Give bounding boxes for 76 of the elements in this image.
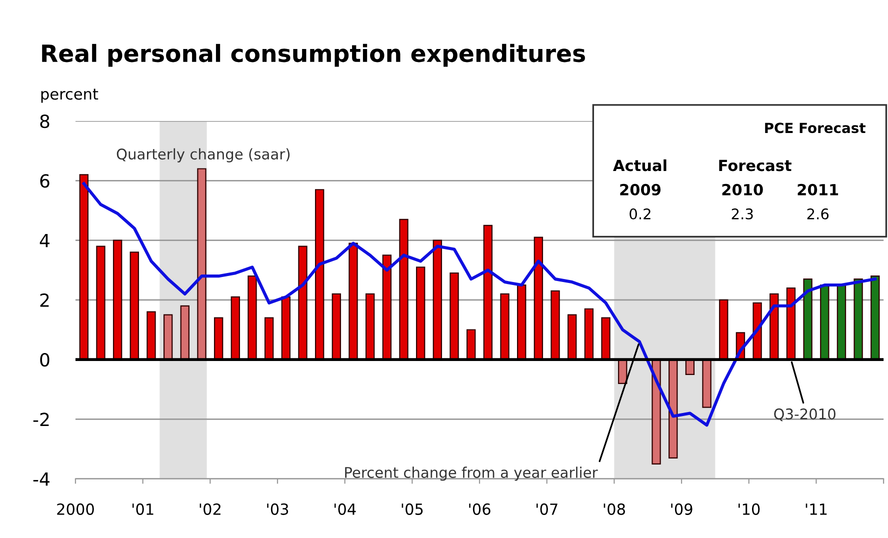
bar: [534, 236, 544, 360]
bar: [668, 359, 678, 459]
annotation: PCE Forecast: [765, 122, 866, 134]
annotation: Q3-2010: [774, 408, 836, 422]
bar: [112, 240, 122, 360]
bar: [180, 305, 190, 360]
bar: [399, 218, 408, 360]
bar: [786, 287, 796, 360]
bar: [820, 284, 830, 360]
bar: [146, 311, 156, 360]
line-series: [82, 182, 877, 427]
bar: [163, 314, 173, 360]
annotation: 0.2: [630, 208, 650, 220]
bar: [500, 293, 510, 360]
bar: [214, 317, 224, 360]
y-tick-label: 0: [40, 353, 50, 367]
y-tick-label: 4: [40, 234, 50, 248]
bar: [719, 299, 728, 360]
bar: [870, 276, 880, 360]
y-tick-label: -2: [33, 412, 49, 426]
bar: [466, 329, 476, 360]
x-tick-label: '06: [469, 503, 490, 515]
x-tick-label: '05: [402, 503, 423, 515]
bar: [432, 240, 442, 360]
x-tick-label: '01: [132, 503, 154, 515]
x-tick-label: '09: [671, 503, 692, 515]
x-tick-label: '10: [738, 503, 760, 515]
bar: [854, 278, 863, 360]
bar: [483, 224, 493, 360]
bar: [450, 272, 459, 360]
annotation: Actual: [613, 159, 666, 172]
annotation: 2009: [620, 184, 661, 196]
annotation: Forecast: [719, 160, 792, 172]
bar: [568, 314, 577, 360]
bar: [517, 284, 526, 360]
x-tick-label: '07: [536, 503, 558, 515]
y-tick-label: 6: [40, 174, 50, 188]
x-tick-label: '08: [604, 503, 625, 515]
bar: [416, 266, 426, 360]
bar: [314, 189, 324, 360]
annotation: Quarterly change (saar): [116, 148, 290, 162]
bar: [130, 252, 139, 360]
y-tick-label: 8: [40, 114, 50, 128]
bar: [652, 359, 661, 464]
annotation: 2.3: [732, 208, 753, 220]
bar: [332, 293, 342, 360]
y-tick-label: -4: [33, 472, 50, 486]
bar: [79, 174, 88, 360]
x-tick-label: '04: [334, 503, 356, 515]
annotation: 2011: [798, 184, 838, 196]
bar: [248, 276, 257, 360]
bar: [96, 246, 106, 360]
x-tick-label: '03: [267, 503, 288, 515]
bar: [584, 308, 594, 360]
x-tick-label: '02: [200, 503, 220, 515]
bar: [348, 242, 358, 360]
bar: [702, 359, 712, 408]
annotation: 2.6: [807, 208, 829, 220]
y-tick-label: 2: [40, 293, 49, 307]
x-tick-label: 2000: [57, 503, 94, 515]
bar: [365, 293, 375, 360]
bar: [601, 317, 610, 360]
bar: [281, 296, 291, 360]
bar: [298, 246, 308, 360]
bar: [230, 296, 240, 360]
bar: [836, 284, 846, 360]
bar: [803, 278, 812, 360]
bar: [197, 168, 206, 360]
annotation: 2010: [722, 184, 763, 196]
bar: [264, 317, 274, 360]
bar: [382, 254, 392, 360]
annotation: Percent change from a year earlier: [345, 466, 598, 481]
chart-title: Real personal consumption expenditures: [42, 44, 585, 67]
y-axis-title: percent: [41, 88, 98, 103]
x-tick-label: '11: [806, 504, 827, 515]
bar: [550, 290, 560, 360]
